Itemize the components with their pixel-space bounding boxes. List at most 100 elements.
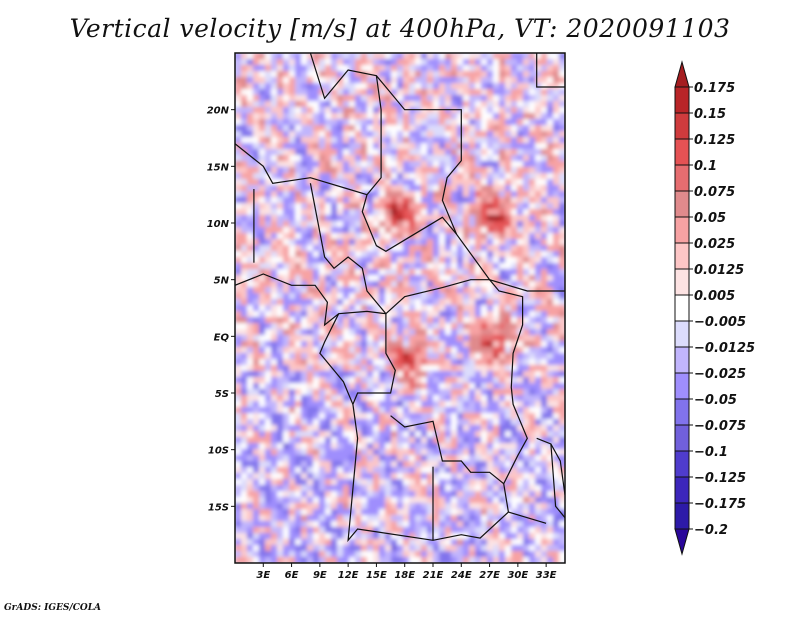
- field-cell: [289, 269, 296, 276]
- field-cell: [301, 269, 308, 276]
- field-cell: [409, 533, 416, 540]
- field-cell: [301, 197, 308, 204]
- field-cell: [529, 137, 536, 144]
- field-cell: [505, 131, 512, 138]
- field-cell: [529, 89, 536, 96]
- field-cell: [481, 185, 488, 192]
- field-cell: [241, 107, 248, 114]
- field-cell: [295, 491, 302, 498]
- field-cell: [283, 335, 290, 342]
- border-line: [235, 273, 386, 327]
- field-cell: [295, 209, 302, 216]
- field-cell: [499, 365, 506, 372]
- field-cell: [295, 443, 302, 450]
- field-cell: [475, 431, 482, 438]
- field-cell: [325, 479, 332, 486]
- field-cell: [421, 533, 428, 540]
- field-cell: [397, 155, 404, 162]
- field-cell: [415, 53, 422, 60]
- field-cell: [439, 323, 446, 330]
- field-cell: [337, 317, 344, 324]
- field-cell: [355, 335, 362, 342]
- field-cell: [427, 173, 434, 180]
- field-cell: [319, 107, 326, 114]
- field-cell: [451, 155, 458, 162]
- field-cell: [295, 203, 302, 210]
- field-cell: [505, 545, 512, 552]
- field-cell: [361, 113, 368, 120]
- field-cell: [325, 209, 332, 216]
- field-cell: [553, 545, 560, 552]
- field-cell: [367, 335, 374, 342]
- field-cell: [355, 113, 362, 120]
- field-cell: [289, 359, 296, 366]
- field-cell: [319, 227, 326, 234]
- field-cell: [517, 269, 524, 276]
- field-cell: [307, 533, 314, 540]
- field-cell: [301, 185, 308, 192]
- field-cell: [379, 215, 386, 222]
- field-cell: [277, 395, 284, 402]
- field-cell: [415, 443, 422, 450]
- field-cell: [385, 533, 392, 540]
- field-cell: [469, 293, 476, 300]
- field-cell: [235, 377, 242, 384]
- field-cell: [421, 341, 428, 348]
- field-cell: [391, 107, 398, 114]
- field-cell: [379, 179, 386, 186]
- field-cell: [553, 551, 560, 558]
- field-cell: [541, 53, 548, 60]
- field-cell: [253, 59, 260, 66]
- field-cell: [283, 161, 290, 168]
- field-cell: [379, 263, 386, 270]
- field-cell: [433, 155, 440, 162]
- field-cell: [481, 83, 488, 90]
- field-cell: [349, 503, 356, 510]
- field-cell: [283, 365, 290, 372]
- field-cell: [475, 443, 482, 450]
- field-cell: [487, 443, 494, 450]
- field-cell: [505, 323, 512, 330]
- field-cell: [445, 281, 452, 288]
- field-cell: [469, 251, 476, 258]
- field-cell: [259, 317, 266, 324]
- field-cell: [463, 425, 470, 432]
- field-cell: [271, 53, 278, 60]
- field-cell: [367, 215, 374, 222]
- field-cell: [361, 473, 368, 480]
- field-cell: [505, 107, 512, 114]
- field-cell: [499, 149, 506, 156]
- field-cell: [469, 197, 476, 204]
- velocity-field: [235, 53, 565, 563]
- field-cell: [349, 539, 356, 546]
- field-cell: [367, 185, 374, 192]
- field-cell: [277, 299, 284, 306]
- field-cell: [253, 245, 260, 252]
- field-cell: [553, 269, 560, 276]
- field-cell: [379, 467, 386, 474]
- field-cell: [433, 167, 440, 174]
- field-cell: [559, 443, 565, 450]
- field-cell: [301, 551, 308, 558]
- field-cell: [553, 161, 560, 168]
- field-cell: [265, 113, 272, 120]
- field-cell: [547, 461, 554, 468]
- field-cell: [235, 299, 242, 306]
- field-cell: [523, 473, 530, 480]
- field-cell: [283, 533, 290, 540]
- field-cell: [241, 179, 248, 186]
- field-cell: [505, 353, 512, 360]
- field-cell: [541, 65, 548, 72]
- field-cell: [493, 359, 500, 366]
- field-cell: [427, 509, 434, 516]
- field-cell: [463, 395, 470, 402]
- field-cell: [475, 401, 482, 408]
- field-cell: [367, 59, 374, 66]
- field-cell: [493, 497, 500, 504]
- field-cell: [475, 197, 482, 204]
- field-cell: [271, 155, 278, 162]
- field-cell: [307, 275, 314, 282]
- field-cell: [451, 557, 458, 563]
- field-cell: [457, 203, 464, 210]
- field-cell: [313, 257, 320, 264]
